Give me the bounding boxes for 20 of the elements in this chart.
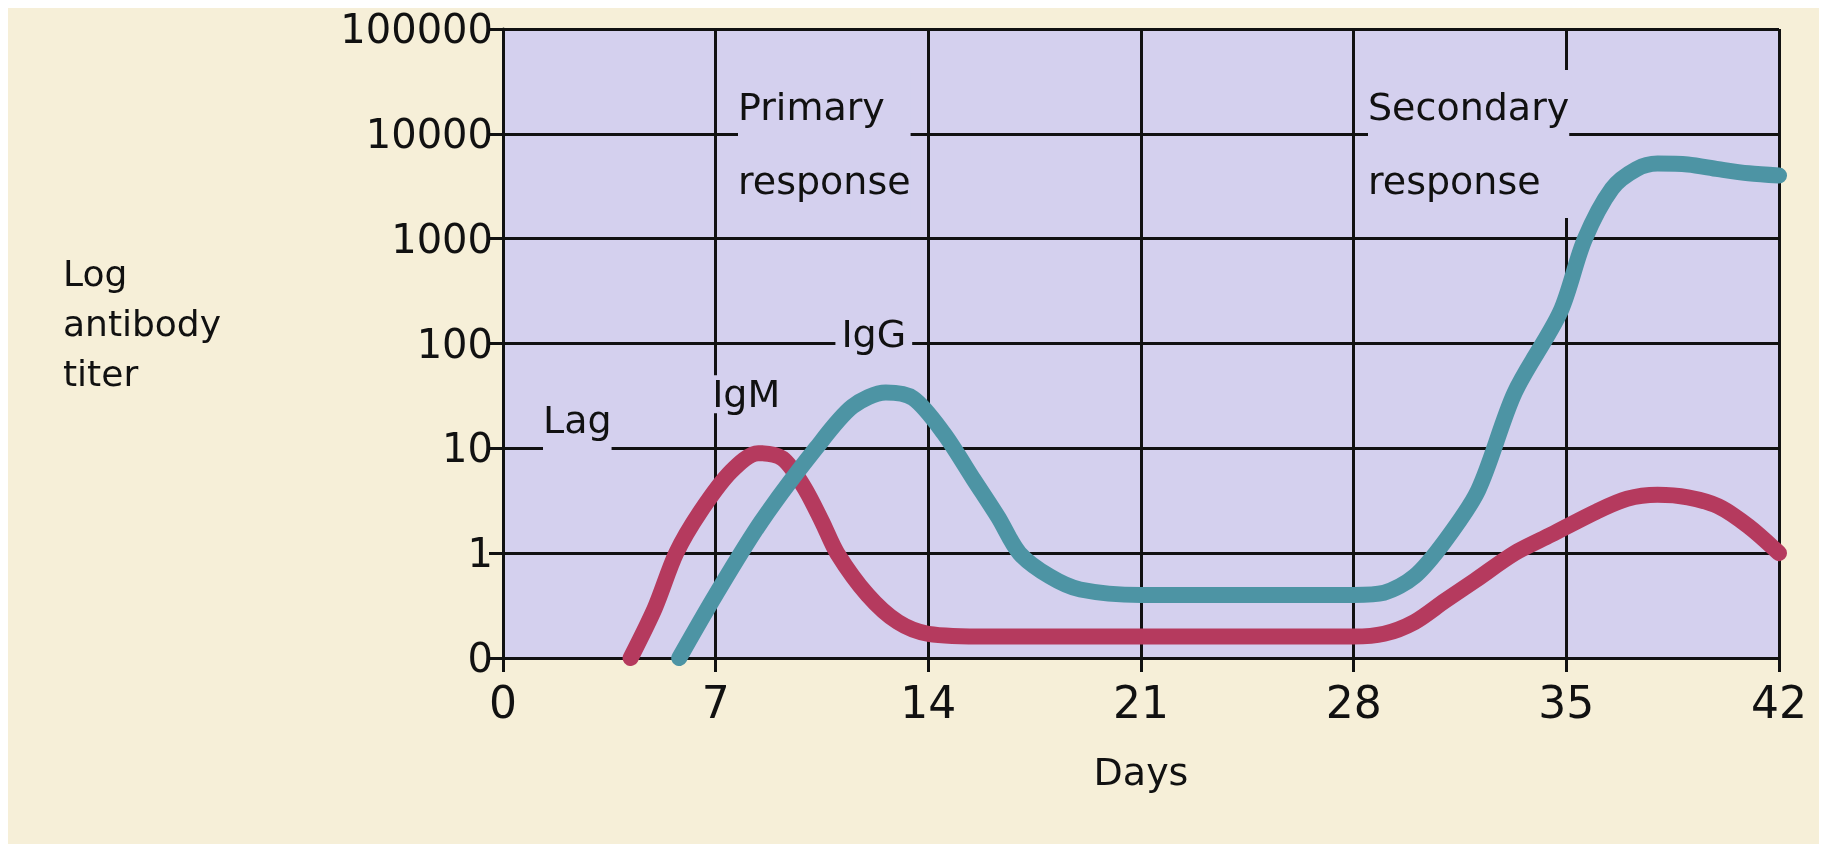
- y-tick-label: 10: [442, 425, 493, 472]
- x-tick-label: 14: [900, 676, 957, 728]
- y-tick-label: 0: [467, 635, 493, 681]
- x-tick-label: 42: [1751, 676, 1807, 728]
- annotation: Lag: [543, 398, 612, 442]
- y-axis-title: Log antibody titer: [63, 252, 233, 394]
- y-tick-label: 1: [467, 530, 493, 577]
- y-tick-label: 100: [416, 320, 493, 367]
- y-tick-label: 1000: [391, 215, 493, 262]
- series-label: IgM: [712, 372, 781, 417]
- series-label: IgG: [841, 311, 907, 356]
- x-tick-label: 35: [1538, 676, 1595, 728]
- y-tick-label: 10000: [365, 110, 493, 157]
- y-tick-label: 100000: [340, 6, 493, 52]
- x-tick-label: 28: [1325, 676, 1382, 728]
- x-tick-label: 21: [1113, 676, 1169, 728]
- annotation: Primary response: [738, 85, 911, 203]
- annotation: Secondary response: [1368, 85, 1570, 203]
- x-axis-title: Days: [1093, 750, 1189, 794]
- x-tick-label: 7: [701, 676, 730, 728]
